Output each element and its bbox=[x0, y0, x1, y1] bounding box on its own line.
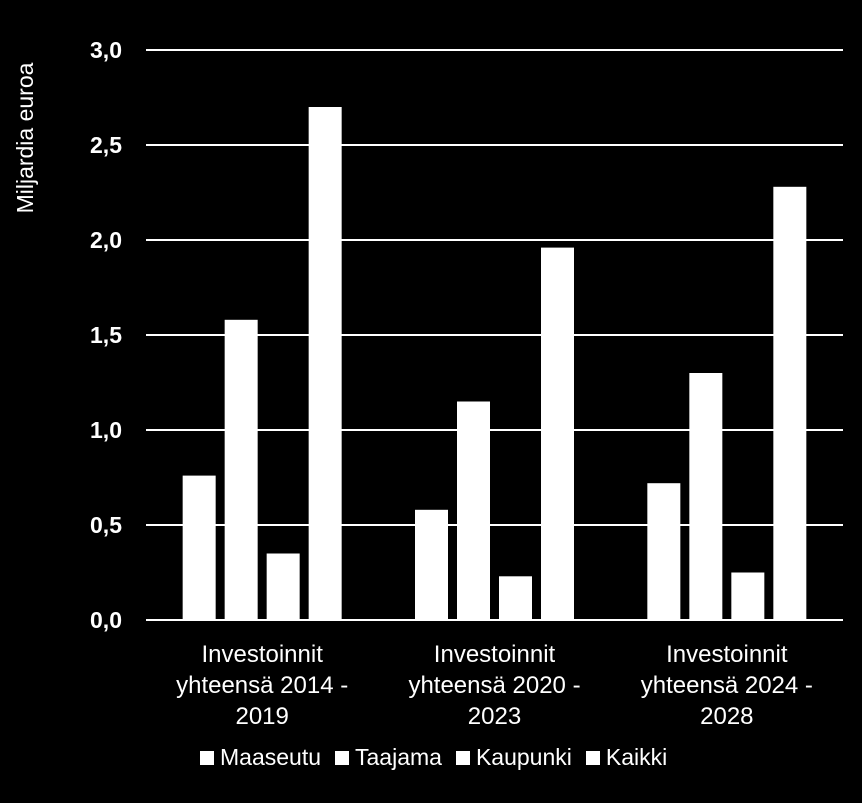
legend-item-maaseutu: Maaseutu bbox=[200, 744, 321, 771]
y-tick-label: 0,0 bbox=[90, 607, 122, 633]
x-tick-labels: Investoinnit yhteensä 2014 -2019Investoin… bbox=[176, 641, 813, 730]
y-tick-labels: 0,0 0,5 1,0 1,5 2,0 2,5 3,0 bbox=[90, 37, 122, 633]
x-tick-label-line: Investoinnit bbox=[666, 641, 788, 668]
grid-lines bbox=[146, 49, 843, 621]
bar-kaupunki bbox=[499, 576, 532, 620]
y-tick-label: 1,5 bbox=[90, 322, 122, 348]
bar-kaikki bbox=[773, 186, 807, 621]
x-tick-label-line: 2023 bbox=[468, 703, 521, 730]
legend-label: Taajama bbox=[355, 744, 442, 770]
x-tick-label-line: yhteensä 2024 - bbox=[641, 672, 813, 699]
legend-item-kaikki: Kaikki bbox=[585, 744, 668, 771]
bar-taajama bbox=[224, 319, 258, 620]
legend-swatch bbox=[335, 750, 350, 765]
x-tick-label-line: 2019 bbox=[235, 703, 288, 730]
x-tick-label-line: yhteensä 2014 - bbox=[176, 672, 348, 699]
bar-kaikki bbox=[308, 107, 342, 620]
x-tick-label-line: Investoinnit bbox=[201, 641, 323, 668]
legend-item-kaupunki: Kaupunki bbox=[455, 744, 572, 771]
bar-kaupunki bbox=[266, 553, 300, 620]
legend-label: Maaseutu bbox=[220, 744, 322, 770]
y-tick-label: 0,5 bbox=[90, 512, 122, 538]
bar-taajama bbox=[457, 401, 490, 620]
legend-label: Kaikki bbox=[605, 744, 668, 770]
legend-item-taajama: Taajama bbox=[335, 744, 442, 771]
y-axis-label: Miljardia euroa bbox=[12, 62, 38, 213]
bar-maaseutu bbox=[182, 475, 216, 620]
x-tick-label-line: Investoinnit bbox=[434, 641, 556, 668]
y-tick-label: 3,0 bbox=[90, 37, 122, 63]
x-tick-label: Investoinnit yhteensä 2024 - 2028 bbox=[641, 641, 813, 730]
bar-maaseutu bbox=[415, 509, 448, 620]
bar-kaupunki bbox=[731, 572, 765, 620]
bars bbox=[182, 107, 807, 621]
y-tick-label: 2,5 bbox=[90, 132, 122, 158]
x-tick-label-line: yhteensä 2020 - bbox=[408, 672, 580, 699]
bar-taajama bbox=[689, 373, 723, 620]
y-tick-label: 2,0 bbox=[90, 227, 122, 253]
legend-swatch bbox=[455, 750, 470, 765]
legend-label: Kaupunki bbox=[475, 744, 572, 770]
bar-kaikki bbox=[541, 247, 574, 620]
legend: Maaseutu Taajama Kaupunki Kaikki bbox=[200, 744, 667, 771]
y-tick-label: 1,0 bbox=[90, 417, 122, 443]
x-tick-label: Investoinnit yhteensä 2014 - 2019 bbox=[176, 641, 348, 730]
legend-swatch bbox=[585, 750, 600, 765]
bar-maaseutu bbox=[647, 483, 681, 620]
legend-swatch bbox=[200, 750, 214, 765]
x-tick-label-line: 2028 bbox=[700, 703, 753, 730]
x-tick-label: Investoinnit yhteensä 2020 - 2023 bbox=[408, 641, 580, 730]
